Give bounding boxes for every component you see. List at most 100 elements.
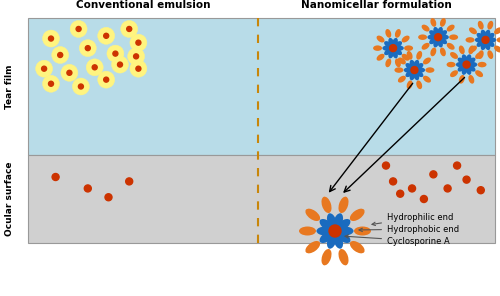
Circle shape	[113, 51, 118, 56]
Ellipse shape	[466, 64, 475, 72]
Ellipse shape	[429, 37, 438, 44]
Circle shape	[478, 187, 484, 194]
Ellipse shape	[333, 213, 343, 231]
Ellipse shape	[299, 226, 316, 236]
Ellipse shape	[416, 51, 422, 60]
Ellipse shape	[468, 75, 474, 84]
Ellipse shape	[430, 18, 436, 27]
Ellipse shape	[394, 45, 404, 51]
Circle shape	[67, 70, 72, 75]
Circle shape	[107, 45, 124, 62]
Ellipse shape	[376, 36, 384, 43]
Circle shape	[128, 48, 144, 65]
Bar	[28, 155, 495, 243]
Ellipse shape	[410, 60, 416, 70]
Ellipse shape	[350, 209, 364, 221]
Ellipse shape	[335, 219, 350, 232]
Circle shape	[434, 34, 442, 41]
Ellipse shape	[398, 76, 406, 83]
Ellipse shape	[486, 39, 494, 47]
Circle shape	[36, 60, 52, 77]
Ellipse shape	[440, 18, 446, 27]
Ellipse shape	[465, 65, 471, 75]
Ellipse shape	[478, 50, 484, 59]
Ellipse shape	[398, 57, 406, 65]
Circle shape	[411, 67, 418, 74]
Ellipse shape	[466, 57, 475, 65]
Ellipse shape	[306, 241, 320, 253]
Ellipse shape	[413, 70, 419, 80]
Circle shape	[42, 66, 46, 71]
Ellipse shape	[402, 54, 409, 61]
Circle shape	[80, 40, 96, 57]
Circle shape	[454, 162, 460, 169]
Ellipse shape	[458, 57, 466, 65]
Text: Nanomicellar formulation: Nanomicellar formulation	[301, 0, 452, 10]
Circle shape	[84, 185, 91, 192]
Text: Hydrophobic end: Hydrophobic end	[359, 224, 459, 234]
Ellipse shape	[406, 81, 412, 89]
Ellipse shape	[440, 48, 446, 56]
Ellipse shape	[459, 46, 464, 54]
Ellipse shape	[430, 48, 436, 56]
Circle shape	[134, 54, 138, 59]
Circle shape	[61, 64, 78, 81]
Circle shape	[86, 59, 103, 76]
Ellipse shape	[465, 54, 471, 65]
Ellipse shape	[456, 62, 466, 67]
Circle shape	[136, 40, 141, 45]
Circle shape	[86, 46, 90, 51]
Ellipse shape	[414, 70, 424, 77]
Circle shape	[408, 185, 416, 192]
Ellipse shape	[476, 33, 486, 41]
Ellipse shape	[438, 37, 447, 44]
Ellipse shape	[475, 70, 483, 77]
Ellipse shape	[488, 21, 494, 30]
Ellipse shape	[486, 37, 496, 43]
Ellipse shape	[469, 27, 477, 34]
Ellipse shape	[327, 231, 337, 249]
Ellipse shape	[494, 27, 500, 34]
Circle shape	[48, 81, 54, 86]
Circle shape	[126, 26, 132, 31]
Ellipse shape	[395, 29, 401, 38]
Ellipse shape	[393, 41, 402, 49]
Ellipse shape	[392, 38, 398, 48]
Ellipse shape	[384, 41, 393, 49]
Ellipse shape	[410, 70, 416, 80]
Ellipse shape	[480, 30, 487, 40]
Ellipse shape	[388, 38, 394, 48]
Circle shape	[78, 84, 84, 89]
Ellipse shape	[316, 226, 334, 236]
Text: Hydrophilic end: Hydrophilic end	[372, 213, 454, 226]
Ellipse shape	[388, 48, 394, 58]
Ellipse shape	[475, 52, 483, 59]
Ellipse shape	[414, 67, 425, 73]
Ellipse shape	[422, 43, 430, 50]
Circle shape	[463, 61, 470, 68]
Ellipse shape	[426, 67, 434, 73]
Ellipse shape	[478, 21, 484, 30]
Ellipse shape	[423, 76, 431, 83]
Ellipse shape	[414, 63, 424, 71]
Ellipse shape	[322, 249, 332, 265]
Circle shape	[482, 36, 489, 44]
Ellipse shape	[386, 59, 392, 67]
Circle shape	[130, 34, 147, 51]
Ellipse shape	[468, 46, 474, 54]
Ellipse shape	[428, 34, 438, 40]
Ellipse shape	[484, 30, 490, 40]
Ellipse shape	[404, 45, 413, 51]
Circle shape	[76, 26, 81, 31]
Circle shape	[48, 36, 54, 41]
Ellipse shape	[458, 64, 466, 72]
Circle shape	[390, 45, 396, 52]
Bar	[28, 18, 495, 155]
Ellipse shape	[394, 67, 404, 73]
Ellipse shape	[354, 226, 371, 236]
Circle shape	[444, 185, 451, 192]
Ellipse shape	[386, 29, 392, 38]
Ellipse shape	[438, 30, 447, 38]
Ellipse shape	[480, 40, 487, 50]
Ellipse shape	[423, 57, 431, 65]
